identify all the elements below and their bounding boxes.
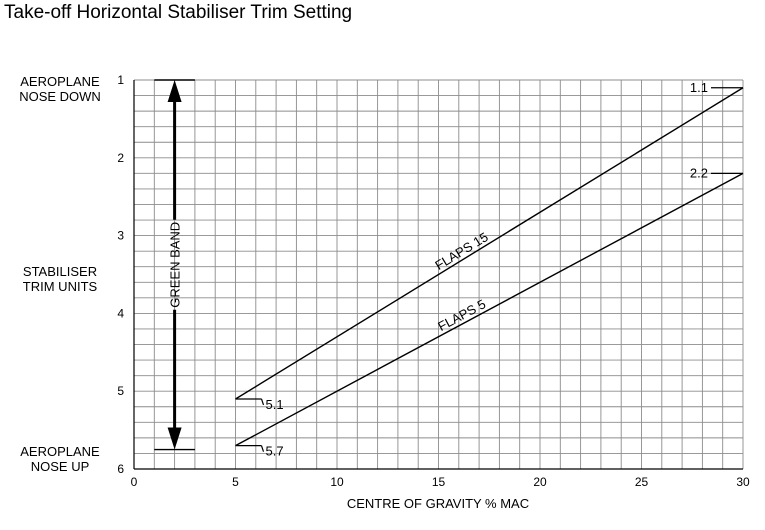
- series-name-label: FLAPS 5: [435, 296, 488, 334]
- start-value-label: 5.7: [266, 444, 284, 459]
- nose-up-label-line-2: NOSE UP: [30, 459, 90, 474]
- nose-down-label-line-2: NOSE DOWN: [19, 89, 101, 104]
- y-tick-label: 3: [117, 229, 124, 243]
- end-value-label: 2.2: [690, 165, 708, 180]
- x-tick-label: 15: [432, 475, 446, 489]
- start-value-leader-tail: [260, 398, 265, 406]
- nose-up-label: AEROPLANE NOSE UP: [10, 444, 110, 474]
- y-axis-label-line-1: STABILISER: [22, 264, 98, 279]
- y-axis-label-line-2: TRIM UNITS: [22, 279, 98, 294]
- y-tick-label: 1: [117, 73, 124, 87]
- green-band-label: GREEN BAND: [168, 222, 183, 308]
- end-value-label: 1.1: [690, 80, 708, 95]
- green-band-arrow-down: [167, 427, 182, 450]
- series-line: [235, 87, 744, 400]
- tick-labels: 0 5 10 15 20 25 30 1 2 3 4 5 6: [117, 73, 750, 489]
- y-tick-label: 6: [117, 462, 124, 476]
- nose-up-label-line-1: AEROPLANE: [20, 444, 100, 459]
- green-band: GREEN BAND: [154, 79, 195, 451]
- x-tick-label: 20: [533, 475, 547, 489]
- start-value-leader-tail: [260, 445, 265, 452]
- nose-down-label: AEROPLANE NOSE DOWN: [14, 74, 106, 104]
- green-band-arrow-up: [167, 80, 182, 102]
- y-axis-label: STABILISER TRIM UNITS: [10, 264, 110, 294]
- nose-down-label-line-1: AEROPLANE: [20, 74, 100, 89]
- start-value-label: 5.1: [266, 397, 284, 412]
- x-tick-label: 10: [330, 475, 344, 489]
- x-axis-label: CENTRE OF GRAVITY % MAC: [347, 496, 529, 511]
- x-tick-label: 30: [736, 475, 750, 489]
- x-tick-label: 0: [131, 475, 138, 489]
- y-tick-label: 2: [117, 151, 124, 165]
- x-tick-label: 5: [232, 475, 239, 489]
- series-line: [235, 172, 744, 447]
- chart-title: Take-off Horizontal Stabiliser Trim Sett…: [4, 2, 353, 23]
- y-tick-label: 5: [117, 384, 124, 398]
- y-tick-label: 4: [117, 306, 124, 320]
- x-tick-label: 25: [635, 475, 649, 489]
